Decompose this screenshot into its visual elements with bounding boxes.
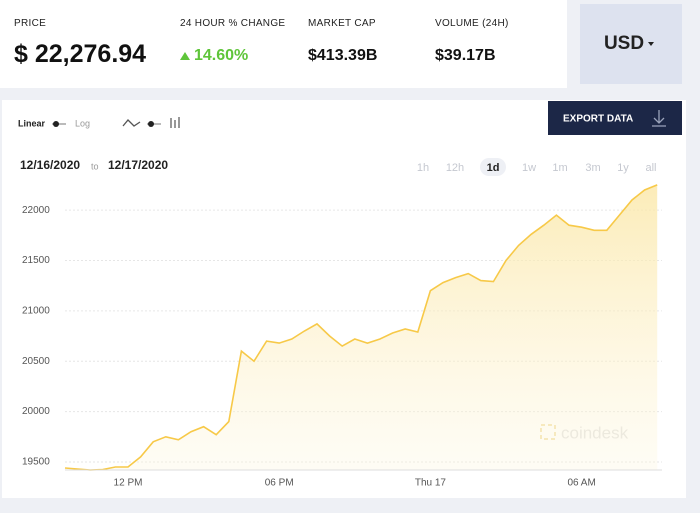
range-button[interactable]: 1y	[617, 162, 629, 174]
x-tick-label: 06 AM	[567, 478, 595, 489]
y-tick-label: 21500	[22, 255, 50, 266]
volume-label: VOLUME (24H)	[435, 18, 509, 29]
range-button[interactable]: all	[645, 162, 656, 174]
linear-toggle[interactable]: Linear	[18, 118, 46, 128]
market-cap-label: MARKET CAP	[308, 18, 376, 29]
up-arrow	[180, 52, 190, 60]
currency-select[interactable]: USD	[580, 4, 682, 84]
date-from[interactable]: 12/16/2020	[20, 158, 80, 172]
caret	[648, 42, 655, 46]
currency: USD	[603, 33, 645, 54]
switch-knob	[53, 121, 59, 127]
x-tick-label: Thu 17	[415, 478, 447, 489]
y-tick-label: 20500	[22, 356, 50, 367]
price-label: PRICE	[14, 18, 47, 29]
date-to-word: to	[91, 161, 99, 171]
x-tick-label: 06 PM	[265, 478, 294, 489]
change-label: 24 HOUR % CHANGE	[180, 18, 286, 29]
range-active-bg	[480, 158, 506, 176]
export-label: EXPORT DATA	[563, 114, 633, 125]
candle-icon[interactable]	[170, 117, 180, 128]
range-button[interactable]: 1m	[552, 162, 567, 174]
date-to[interactable]: 12/17/2020	[108, 158, 168, 172]
download-icon	[652, 110, 666, 127]
area	[65, 184, 658, 470]
y-tick-label: 22000	[22, 205, 50, 216]
stats-card: PRICE $ 22,276.94 24 HOUR % CHANGE 14.60…	[0, 0, 567, 88]
range-button[interactable]: 1w	[522, 162, 536, 174]
y-tick-label: 21000	[22, 305, 50, 316]
range-button[interactable]: 1h	[417, 162, 429, 174]
log-toggle[interactable]: Log	[75, 118, 90, 128]
change: 14.60%	[194, 47, 249, 64]
price: $ 22,276.94	[14, 40, 147, 68]
x-tick-label: 12 PM	[114, 478, 143, 489]
range-button[interactable]: 1d	[487, 162, 500, 174]
range-button[interactable]: 3m	[585, 162, 600, 174]
switch-knob	[148, 121, 154, 127]
y-tick-label: 20000	[22, 406, 50, 417]
range-button[interactable]: 12h	[446, 162, 464, 174]
market-cap: $413.39B	[308, 47, 378, 64]
price-line	[64, 184, 658, 471]
export-button[interactable]	[548, 101, 682, 135]
y-tick-label: 19500	[22, 457, 50, 468]
line-icon[interactable]	[122, 119, 141, 127]
volume: $39.17B	[435, 47, 496, 64]
